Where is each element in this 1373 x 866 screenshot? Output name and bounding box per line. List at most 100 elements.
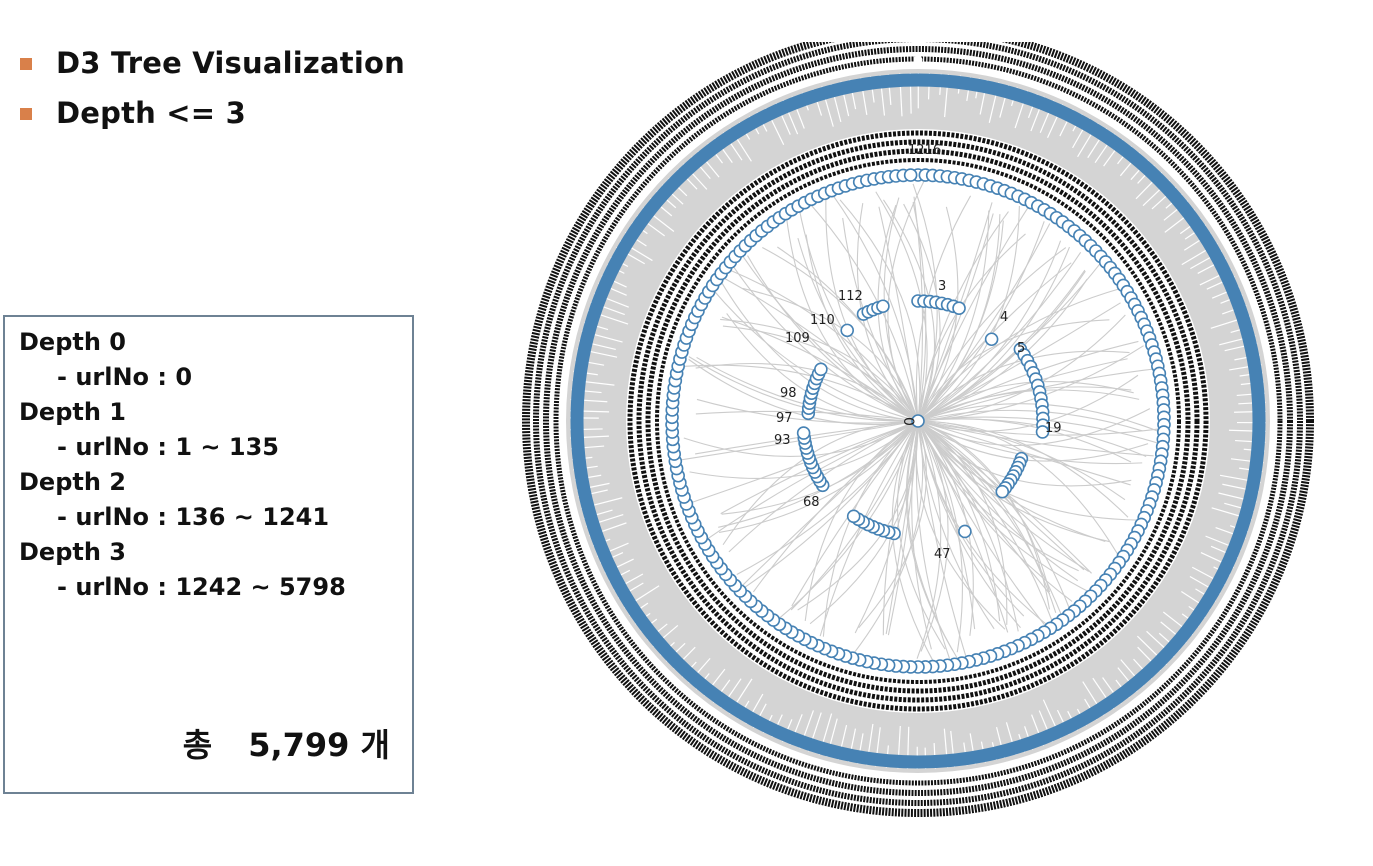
tree-link <box>917 374 1139 432</box>
bullet-square-icon <box>20 58 32 70</box>
depth3-node-ring <box>570 73 1266 769</box>
tree-link <box>917 420 1139 521</box>
tree-link <box>917 221 1045 422</box>
tree-link <box>917 420 1053 622</box>
total-label: 총 <box>182 726 213 764</box>
tree-link <box>732 265 919 422</box>
tree-link <box>730 269 919 422</box>
depth-title: Depth 0 <box>19 328 126 356</box>
label-ring <box>522 42 1314 817</box>
tree-link <box>722 325 919 422</box>
tree-link <box>917 418 1132 463</box>
tree-link <box>885 420 919 635</box>
tree-link <box>916 420 942 659</box>
tree-link <box>917 420 1073 602</box>
label-ring <box>627 130 1209 712</box>
depth1-label: 109 <box>785 331 810 346</box>
depth-range: - urlNo : 0 <box>57 363 193 391</box>
label-ring <box>655 158 1181 684</box>
tree-link <box>917 420 1001 622</box>
tree-link <box>917 251 1082 422</box>
depth2-node <box>903 168 918 182</box>
tree-link <box>917 420 1025 617</box>
depth1-node <box>796 426 811 440</box>
bullet-list: D3 Tree Visualization Depth <= 3 <box>20 38 405 138</box>
depth1-node <box>814 362 828 377</box>
bullet-text: D3 Tree Visualization <box>56 46 405 80</box>
tree-link <box>917 314 1126 422</box>
depth1-label: 4 <box>1000 310 1008 325</box>
tree-link <box>720 280 919 422</box>
depth1-label: 1216 <box>908 143 941 158</box>
tree-link <box>797 420 919 611</box>
tree-link <box>842 217 919 422</box>
tree-link <box>720 318 919 422</box>
depth-title: Depth 2 <box>19 468 126 496</box>
depth-list: Depth 0 - urlNo : 0 Depth 1 - urlNo : 1 … <box>19 325 346 605</box>
depth1-label: 3 <box>938 279 946 294</box>
depth-range: - urlNo : 1242 ~ 5798 <box>57 573 346 601</box>
depth2-nodes <box>665 168 1171 674</box>
tree-link <box>882 420 919 636</box>
depth1-node <box>952 301 966 316</box>
depth-range: - urlNo : 136 ~ 1241 <box>57 503 330 531</box>
tree-link <box>905 420 954 651</box>
tree-link <box>752 420 919 593</box>
depth1-label: 19 <box>1045 421 1062 436</box>
tree-link <box>917 420 1008 625</box>
depth-range: - urlNo : 1 ~ 135 <box>57 433 279 461</box>
tree-link <box>719 420 919 534</box>
bullet-item: Depth <= 3 <box>20 88 405 138</box>
depth1-label: 47 <box>934 547 951 562</box>
tree-link <box>805 234 919 422</box>
depth3-label-rings <box>522 42 1314 817</box>
tree-link <box>831 194 919 422</box>
tree-link <box>741 255 919 422</box>
depth-info-box: Depth 0 - urlNo : 0 Depth 1 - urlNo : 1 … <box>3 315 414 794</box>
tree-link <box>785 216 919 422</box>
tree-link <box>917 420 1154 457</box>
label-ring <box>636 139 1200 703</box>
depth-title: Depth 3 <box>19 538 126 566</box>
tree-link <box>720 276 919 422</box>
tree-link <box>917 213 994 422</box>
tree-link <box>917 247 1067 422</box>
depth1-node <box>840 323 854 338</box>
tree-link <box>917 240 1062 422</box>
depth1-label: 68 <box>803 495 820 510</box>
tree-link <box>877 204 919 422</box>
tree-link <box>804 420 919 622</box>
tree-link <box>711 288 919 422</box>
root-label: 0 <box>900 417 916 426</box>
tree-link <box>917 246 1070 422</box>
depth1-label: 5 <box>1017 341 1025 356</box>
depth1-node <box>984 332 999 347</box>
depth1-node <box>1035 425 1050 439</box>
tree-link <box>917 220 1004 422</box>
tree-link <box>917 319 1110 422</box>
label-ring <box>645 148 1191 694</box>
label-ring <box>553 56 1283 786</box>
tree-link <box>917 278 1088 422</box>
depth1-label: 110 <box>810 313 835 328</box>
label-ring <box>543 46 1293 796</box>
root-node <box>911 414 925 428</box>
top-marker <box>913 55 923 65</box>
depth1-node <box>876 299 890 314</box>
tree-link <box>704 420 919 542</box>
tree-link <box>839 199 921 422</box>
tree-link <box>917 420 1057 613</box>
tree-link <box>917 223 1051 422</box>
tree-link <box>856 203 919 422</box>
bullet-text: Depth <= 3 <box>56 96 246 130</box>
tree-link <box>917 420 967 657</box>
tree-link <box>917 350 1130 422</box>
bullet-square-icon <box>20 108 32 120</box>
tree-link <box>917 358 1128 422</box>
tree-link <box>917 409 1143 432</box>
depth2-label-rings <box>627 130 1209 712</box>
total-count: 총 5,799 개 <box>183 720 390 766</box>
tree-link <box>917 420 1129 518</box>
tree-link <box>878 206 919 422</box>
